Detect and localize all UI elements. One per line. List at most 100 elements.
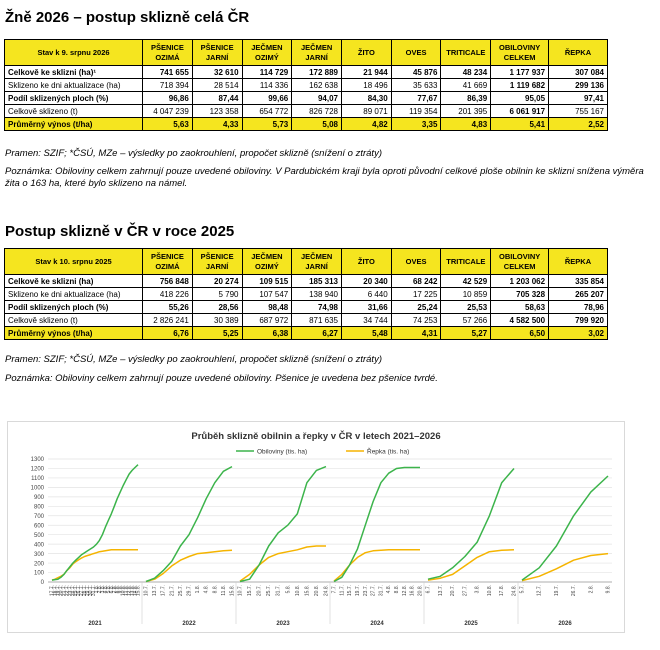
x-tick-label: 22.7. [64, 585, 70, 596]
table-cell: 31,66 [340, 300, 392, 314]
table-cell: 4,83 [440, 117, 492, 131]
table-cell: 5,27 [440, 326, 492, 340]
table-cell: 185 313 [291, 274, 342, 288]
table-cell: 6 440 [340, 287, 392, 301]
y-tick-label: 1300 [31, 457, 45, 463]
column-header: OVES [390, 39, 442, 66]
table-cell: 30 389 [191, 313, 243, 327]
x-tick-label: 15.7. [347, 585, 353, 596]
x-tick-label: 3.8. [475, 585, 481, 593]
table-cell: 201 395 [440, 104, 492, 118]
x-tick-label: 12.8. [402, 585, 408, 596]
row-label: Celkově sklizeno (t) [3, 104, 144, 118]
table-cell: 96,86 [142, 91, 193, 105]
y-tick-label: 0 [41, 580, 45, 586]
y-tick-label: 200 [34, 561, 45, 567]
table-cell: 114 729 [241, 65, 293, 79]
x-tick-label: 31.7. [378, 585, 384, 596]
y-tick-label: 1100 [31, 476, 45, 482]
table-cell: 4 047 239 [142, 104, 193, 118]
row-label: Celkově ke sklizni (ha)¹ [3, 65, 144, 79]
x-tick-label: 24.7. [70, 585, 76, 596]
series-line-rapeseed-2025 [427, 549, 515, 581]
x-tick-label: 13.7. [152, 585, 158, 596]
x-tick-label: 20.7. [58, 585, 64, 596]
column-header-line1: ŘEPKA [564, 256, 592, 266]
table-cell: 97,41 [548, 91, 608, 105]
x-tick-label: 29.7. [187, 585, 193, 596]
x-tick-label: 25.7. [73, 585, 79, 596]
column-header: ŽITO [340, 39, 392, 66]
column-header-line2: OZIMÁ [155, 261, 180, 271]
x-tick-label: 19.7. [355, 585, 361, 596]
column-header-line1: OVES [405, 256, 427, 266]
table-cell: 123 358 [191, 104, 243, 118]
x-tick-label: 24.8. [324, 585, 330, 596]
x-tick-label: 27.7. [462, 585, 468, 596]
x-tick-label: 20.8. [418, 585, 424, 596]
table-cell: 4,82 [340, 117, 392, 131]
x-tick-label: 19.7. [554, 585, 560, 596]
column-header-line1: PŠENICE [200, 42, 234, 52]
x-tick-label: 14.8. [133, 585, 139, 596]
table-cell: 6 061 917 [490, 104, 550, 118]
y-tick-label: 500 [34, 533, 45, 539]
series-line-rapeseed-2024 [333, 549, 420, 582]
x-tick-label: 1.8. [195, 585, 201, 593]
x-tick-label: 17.7. [161, 585, 167, 596]
section1-note: Poznámka: Obiloviny celkem zahrnují pouz… [5, 166, 644, 189]
table-cell: 3,02 [548, 326, 608, 340]
x-tick-label: 10.8. [295, 585, 301, 596]
column-header-line2: CELKEM [503, 52, 536, 62]
table-cell: 25,53 [440, 300, 492, 314]
x-tick-label: 2.8. [588, 585, 594, 593]
legend-label-cereals: Obiloviny (tis. ha) [257, 449, 307, 456]
table-row: Průměrný výnos (t/ha) 6,76 5,25 6,38 6,27 5,4… [3, 326, 608, 340]
column-header: OBILOVINY CELKEM [490, 248, 550, 275]
column-header-line1: ŽITO [357, 256, 375, 266]
column-header-line1: JEČMEN [251, 251, 283, 261]
x-tick-label: 18.7. [52, 585, 58, 596]
x-tick-label: 10.7. [144, 585, 150, 596]
x-tick-label: 7.7. [332, 585, 338, 593]
table-cell: 68 242 [390, 274, 442, 288]
table-row: Sklizeno ke dni aktualizace (ha) 718 394 2… [3, 78, 608, 92]
series-line-cereals-2021 [51, 464, 139, 581]
y-tick-label: 1200 [31, 467, 45, 473]
x-tick-label: 2.8. [97, 585, 103, 593]
x-tick-label: 8.8. [394, 585, 400, 593]
table-cell: 18 496 [340, 78, 392, 92]
x-tick-label: 7.8. [112, 585, 118, 593]
year-label: 2024 [370, 621, 384, 627]
column-header-line2: CELKEM [503, 261, 536, 271]
table-cell: 2,52 [548, 117, 608, 131]
column-header-line1: OVES [405, 47, 427, 57]
column-header: JEČMEN JARNÍ [291, 39, 342, 66]
table-row: Podíl sklizených ploch (%) 96,86 87,44 99,6… [3, 91, 608, 105]
table-cell: 35 633 [390, 78, 442, 92]
section2-source: Pramen: SZIF; *ČSÚ, MZe – výsledky po za… [5, 354, 382, 365]
table-cell: 57 266 [440, 313, 492, 327]
row-label: Průměrný výnos (t/ha) [3, 117, 144, 131]
x-tick-label: 21.7. [169, 585, 175, 596]
x-tick-label: 16.8. [410, 585, 416, 596]
x-tick-label: 11.8. [124, 585, 130, 596]
year-label: 2023 [276, 621, 290, 627]
x-tick-label: 8.8. [115, 585, 121, 593]
x-tick-label: 29.7. [85, 585, 91, 596]
table-cell: 6,50 [490, 326, 550, 340]
column-header-line1: JEČMEN [251, 42, 283, 52]
table-cell: 3,35 [390, 117, 442, 131]
x-tick-label: 25.7. [178, 585, 184, 596]
column-header: OVES [390, 248, 442, 275]
table-cell: 86,39 [440, 91, 492, 105]
x-tick-label: 11.8. [221, 585, 227, 596]
table-cell: 17 225 [390, 287, 442, 301]
column-header-line1: PŠENICE [150, 251, 184, 261]
x-tick-label: 1.8. [94, 585, 100, 593]
table-cell: 418 226 [142, 287, 193, 301]
table-cell: 94,07 [291, 91, 342, 105]
y-tick-label: 400 [34, 542, 45, 548]
table-cell: 1 203 062 [490, 274, 550, 288]
x-tick-label: 3.8. [100, 585, 106, 593]
